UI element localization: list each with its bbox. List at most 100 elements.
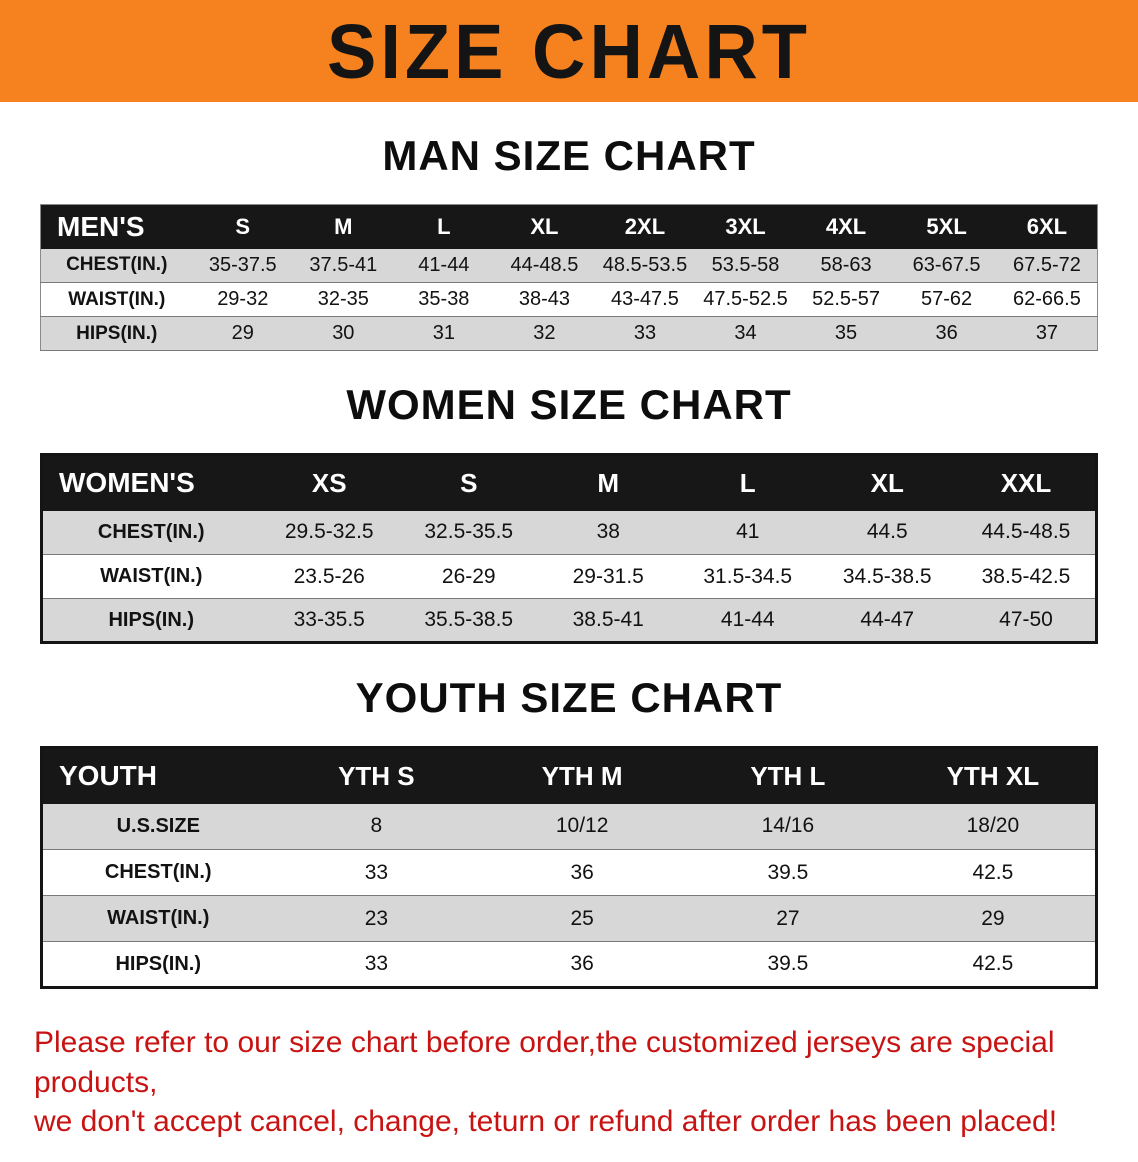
size-column-header: YTH M	[479, 747, 685, 804]
size-column-header: M	[538, 454, 678, 511]
size-value-cell: 33	[633, 322, 657, 344]
size-value-cell: 37	[1035, 322, 1059, 344]
size-value-cell: 44-48.5	[510, 253, 579, 276]
men-size-section: MAN SIZE CHART MEN'S S M L XL 2XL 3XL 4XL 5XL 6XL…	[0, 132, 1138, 351]
table-row: CHEST(IN.) 29.5-32.5 32.5-35.5 38 41 44.5 44.5…	[41, 510, 1097, 555]
size-value-cell: 26-29	[441, 564, 496, 588]
size-column-header: XL	[817, 454, 957, 511]
size-value-cell: 29.5-32.5	[284, 520, 374, 544]
size-column-header: L	[393, 204, 495, 249]
size-value-cell: 39.5	[767, 860, 809, 884]
size-column-header: YTH S	[273, 747, 480, 804]
size-column-header: 3XL	[695, 204, 796, 249]
size-value-cell: 32.5-35.5	[424, 520, 514, 544]
table-header-row: WOMEN'S XS S M L XL XXL	[41, 454, 1097, 511]
size-value-cell: 23	[364, 906, 389, 930]
size-value-cell: 10/12	[555, 814, 609, 838]
size-value-cell: 29-31.5	[572, 564, 644, 588]
size-value-cell: 42.5	[972, 952, 1014, 975]
table-header-row: MEN'S S M L XL 2XL 3XL 4XL 5XL 6XL	[40, 204, 1098, 249]
row-label: CHEST(IN.)	[104, 861, 212, 883]
size-chart-title: SIZE CHART	[327, 7, 811, 95]
size-value-cell: 44.5	[866, 520, 908, 544]
size-column-header: XS	[259, 454, 399, 511]
men-section-heading: MAN SIZE CHART	[382, 132, 756, 179]
size-value-cell: 34	[734, 322, 757, 344]
row-label: WAIST(IN.)	[107, 907, 210, 929]
row-label: WAIST(IN.)	[68, 288, 166, 310]
size-value-cell: 67.5-72	[1013, 253, 1081, 276]
table-row: U.S.SIZE 8 10/12 14/16 18/20	[41, 803, 1097, 850]
size-value-cell: 25	[570, 906, 594, 930]
table-row: HIPS(IN.) 33 36 39.5 42.5	[41, 941, 1097, 988]
size-column-header: S	[399, 454, 539, 511]
table-row: CHEST(IN.) 35-37.5 37.5-41 41-44 44-48.5 48.5…	[40, 248, 1098, 283]
size-column-header: 6XL	[996, 204, 1098, 249]
size-value-cell: 27	[776, 906, 800, 930]
size-value-cell: 29	[231, 322, 254, 344]
size-value-cell: 38-43	[518, 288, 570, 310]
size-value-cell: 18/20	[966, 814, 1020, 838]
table-row: HIPS(IN.) 33-35.5 35.5-38.5 38.5-41 41-44 44-…	[41, 598, 1097, 643]
row-label: HIPS(IN.)	[76, 322, 158, 344]
size-column-header: M	[293, 204, 394, 249]
size-value-cell: 29	[981, 906, 1005, 930]
size-value-cell: 57-62	[921, 288, 973, 310]
row-label: CHEST(IN.)	[97, 520, 205, 543]
size-value-cell: 14/16	[761, 814, 815, 838]
disclaimer-text: Please refer to our size chart before or…	[34, 1023, 1112, 1142]
size-value-cell: 36	[570, 860, 594, 884]
size-chart-banner: SIZE CHART	[0, 0, 1138, 102]
size-value-cell: 38	[596, 520, 620, 544]
table-row: WAIST(IN.) 23.5-26 26-29 29-31.5 31.5-34.5 34…	[41, 554, 1097, 599]
size-value-cell: 53.5-58	[711, 253, 780, 276]
size-value-cell: 31	[432, 322, 455, 344]
table-corner-label: WOMEN'S	[41, 454, 260, 511]
size-value-cell: 33	[364, 860, 389, 884]
size-value-cell: 48.5-53.5	[602, 253, 688, 276]
size-value-cell: 37.5-41	[309, 253, 378, 276]
size-column-header: L	[678, 454, 818, 511]
size-column-header: XL	[494, 204, 595, 249]
size-value-cell: 62-66.5	[1013, 288, 1081, 310]
size-value-cell: 35-37.5	[208, 253, 277, 276]
women-section-heading: WOMEN SIZE CHART	[346, 381, 792, 428]
women-size-section: WOMEN SIZE CHART WOMEN'S XS S M L XL XXL CHEST(…	[0, 381, 1138, 644]
size-value-cell: 32	[533, 322, 556, 344]
table-row: WAIST(IN.) 23 25 27 29	[41, 895, 1097, 942]
size-value-cell: 58-63	[820, 253, 872, 276]
mens-size-table: MEN'S S M L XL 2XL 3XL 4XL 5XL 6XL CHEST(IN.) 35-37…	[40, 204, 1098, 351]
size-column-header: 4XL	[795, 204, 897, 249]
row-label: CHEST(IN.)	[66, 254, 168, 276]
table-row: CHEST(IN.) 33 36 39.5 42.5	[41, 849, 1097, 896]
size-value-cell: 38.5-41	[572, 608, 644, 631]
size-value-cell: 34.5-38.5	[842, 564, 932, 588]
size-value-cell: 47.5-52.5	[703, 288, 788, 310]
size-value-cell: 42.5	[972, 860, 1014, 884]
row-label: HIPS(IN.)	[115, 952, 202, 975]
row-label: WAIST(IN.)	[100, 565, 203, 587]
size-value-cell: 33-35.5	[293, 608, 365, 631]
size-value-cell: 41-44	[418, 253, 470, 276]
size-value-cell: 33	[364, 952, 389, 975]
size-value-cell: 29-32	[217, 288, 269, 310]
size-value-cell: 44.5-48.5	[981, 520, 1071, 544]
size-column-header: 5XL	[896, 204, 997, 249]
disclaimer-line-1: Please refer to our size chart before or…	[34, 1026, 1055, 1099]
size-value-cell: 35.5-38.5	[424, 608, 514, 631]
disclaimer-line-2: we don't accept cancel, change, teturn o…	[34, 1105, 1058, 1139]
size-column-header: 2XL	[594, 204, 696, 249]
size-value-cell: 36	[935, 322, 958, 344]
size-value-cell: 43-47.5	[611, 288, 679, 310]
size-value-cell: 63-67.5	[912, 253, 981, 276]
youth-size-table: YOUTH YTH S YTH M YTH L YTH XL U.S.SIZE 8 10/12…	[40, 746, 1098, 989]
row-label: HIPS(IN.)	[108, 608, 195, 631]
size-value-cell: 35-38	[418, 288, 470, 310]
size-column-header: YTH L	[685, 747, 891, 804]
size-value-cell: 52.5-57	[812, 288, 880, 310]
size-value-cell: 31.5-34.5	[703, 564, 793, 588]
size-column-header: S	[192, 204, 294, 249]
table-row: WAIST(IN.) 29-32 32-35 35-38 38-43 43-47.5 47.…	[40, 282, 1098, 317]
size-value-cell: 35	[834, 322, 858, 344]
row-label: U.S.SIZE	[116, 814, 200, 837]
